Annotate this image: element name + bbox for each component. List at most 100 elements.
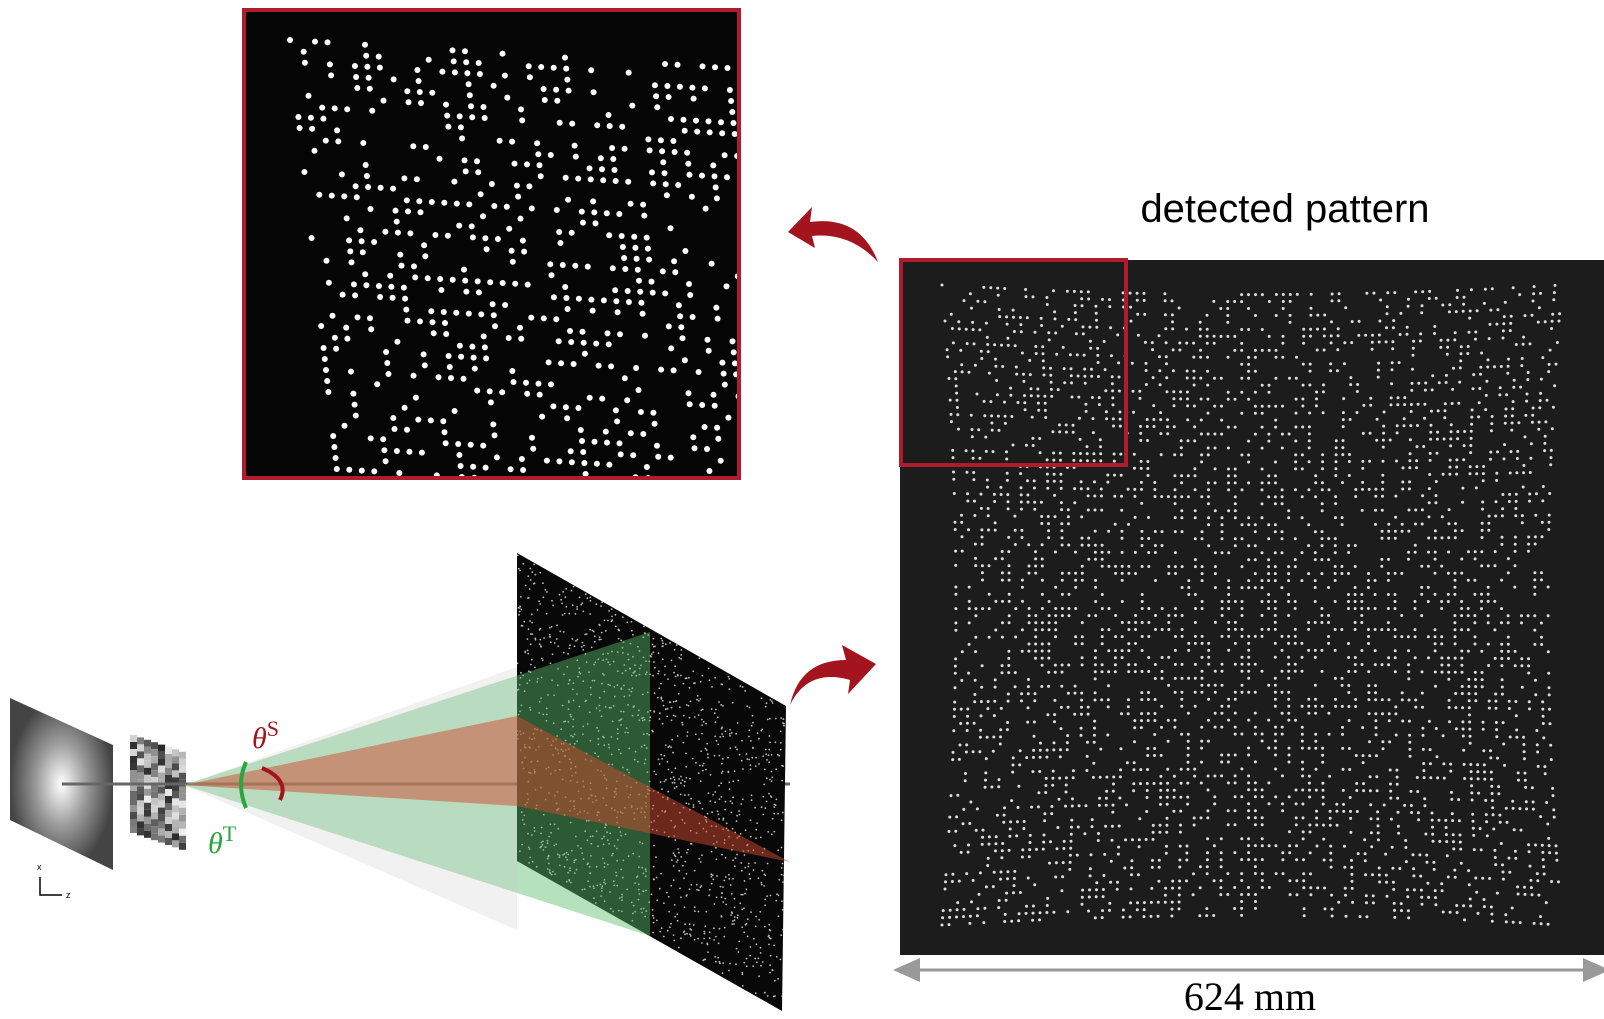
dot xyxy=(1233,907,1236,910)
dot xyxy=(736,948,738,950)
dot xyxy=(719,798,721,800)
dot xyxy=(1460,650,1463,653)
dot xyxy=(1140,719,1143,722)
dot xyxy=(687,292,693,298)
dot xyxy=(1061,671,1064,674)
dot xyxy=(1343,341,1346,344)
dot xyxy=(1308,425,1311,428)
dot xyxy=(1387,558,1390,561)
dot xyxy=(1002,821,1005,824)
dot xyxy=(1037,395,1040,398)
dot xyxy=(668,345,674,351)
dot xyxy=(1053,720,1056,723)
dot xyxy=(1409,755,1412,758)
dot xyxy=(1417,818,1420,821)
dot xyxy=(688,705,690,707)
dot xyxy=(1378,334,1381,337)
dot xyxy=(1307,544,1310,547)
dot xyxy=(1206,314,1209,317)
dot xyxy=(1241,635,1244,638)
dot xyxy=(1121,635,1124,638)
dot xyxy=(1227,551,1230,554)
dot xyxy=(1227,426,1230,429)
dot xyxy=(1540,622,1543,625)
dot xyxy=(330,313,336,319)
dot xyxy=(1470,430,1473,433)
dot xyxy=(1220,726,1223,729)
dot xyxy=(1025,295,1028,298)
dot xyxy=(1501,686,1504,689)
dot xyxy=(1334,600,1337,603)
dot xyxy=(1127,663,1130,666)
dot xyxy=(1007,664,1010,667)
dot xyxy=(764,899,766,901)
dot xyxy=(1032,749,1035,752)
dot xyxy=(1364,852,1367,855)
dot xyxy=(1041,593,1044,596)
dot xyxy=(1033,699,1036,702)
dot xyxy=(1234,426,1237,429)
dot xyxy=(1418,853,1421,856)
dot xyxy=(1548,708,1551,711)
dot xyxy=(1059,748,1062,751)
dot xyxy=(502,302,508,308)
dot xyxy=(1484,408,1487,411)
dot xyxy=(1403,396,1406,399)
dot xyxy=(1074,692,1077,695)
dot xyxy=(1114,649,1117,652)
dot xyxy=(1077,826,1080,829)
dot xyxy=(1192,356,1195,359)
dot xyxy=(340,292,346,298)
dot xyxy=(1294,663,1297,666)
dot xyxy=(1450,798,1453,801)
dot xyxy=(706,749,708,751)
dot xyxy=(1093,495,1096,498)
dot xyxy=(609,145,615,151)
dot xyxy=(1474,557,1477,560)
dot xyxy=(1409,452,1412,455)
dot xyxy=(1547,614,1550,617)
dot xyxy=(662,170,668,176)
dot xyxy=(476,289,482,295)
dot xyxy=(1474,877,1477,880)
dot xyxy=(1084,382,1087,385)
dot xyxy=(1174,572,1177,575)
dot xyxy=(1509,322,1512,325)
dot xyxy=(640,311,646,317)
dot xyxy=(406,99,412,105)
dot xyxy=(984,436,987,439)
dot xyxy=(1513,828,1516,831)
dot xyxy=(712,173,718,179)
dot xyxy=(1274,677,1277,680)
dot xyxy=(1367,691,1370,694)
dot xyxy=(1081,656,1084,659)
dot xyxy=(546,359,552,365)
dot xyxy=(539,643,541,645)
dot xyxy=(1414,628,1417,631)
dot xyxy=(1501,693,1504,696)
dot xyxy=(713,305,719,311)
dot xyxy=(969,292,972,295)
dot xyxy=(1533,285,1536,288)
dot xyxy=(973,722,976,725)
dot xyxy=(1101,565,1104,568)
dot xyxy=(1247,719,1250,722)
mask-cell xyxy=(144,768,151,775)
dot xyxy=(1309,893,1312,896)
dot xyxy=(1474,550,1477,553)
dot xyxy=(680,782,682,784)
dot xyxy=(1449,911,1452,914)
dot xyxy=(1247,754,1250,757)
dot xyxy=(371,468,377,474)
dot xyxy=(1012,444,1015,447)
dot xyxy=(610,265,616,271)
mask-cell xyxy=(130,819,137,826)
dot xyxy=(588,297,594,303)
dot xyxy=(1086,459,1089,462)
dot xyxy=(1048,338,1051,341)
dot xyxy=(1328,488,1331,491)
dot xyxy=(1336,348,1339,351)
dot xyxy=(528,597,530,599)
dot xyxy=(620,639,622,641)
dot xyxy=(1468,883,1471,886)
